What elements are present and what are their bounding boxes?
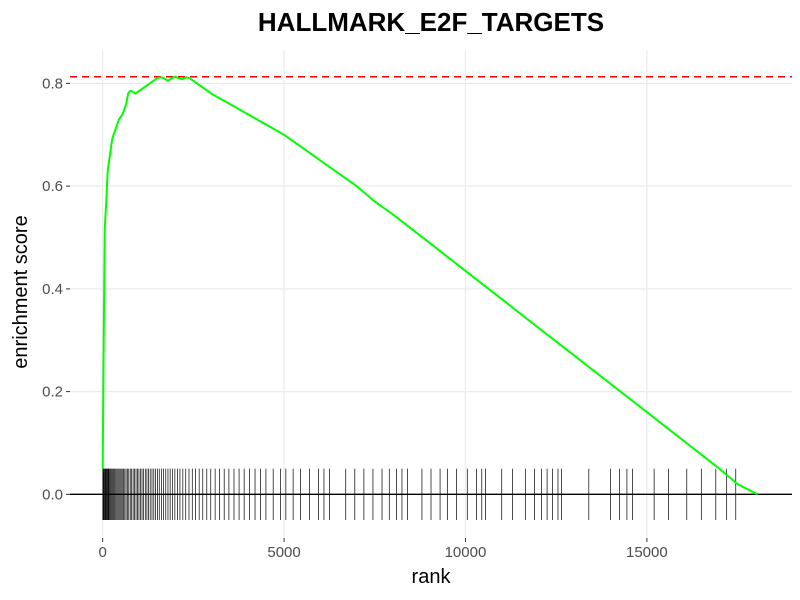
y-tick-label: 0.8 <box>42 75 63 92</box>
y-tick-label: 0.0 <box>42 486 63 503</box>
x-axis-title: rank <box>412 566 452 588</box>
grid-lines <box>70 50 792 538</box>
x-tick-label: 0 <box>98 544 106 561</box>
x-tick-label: 5000 <box>267 544 300 561</box>
y-axis-ticks: 0.0 0.2 0.4 0.6 0.8 <box>42 75 70 503</box>
y-tick-label: 0.2 <box>42 384 63 401</box>
chart-title: HALLMARK_E2F_TARGETS <box>258 7 604 37</box>
x-tick-label: 10000 <box>445 544 487 561</box>
x-tick-label: 15000 <box>626 544 668 561</box>
running-es-curve <box>101 75 758 496</box>
y-tick-label: 0.6 <box>42 178 63 195</box>
es-curve-line <box>101 75 758 496</box>
x-axis-ticks: 0 5000 10000 15000 <box>98 538 668 561</box>
y-axis-title: enrichment score <box>10 215 32 368</box>
y-tick-label: 0.4 <box>42 281 63 298</box>
